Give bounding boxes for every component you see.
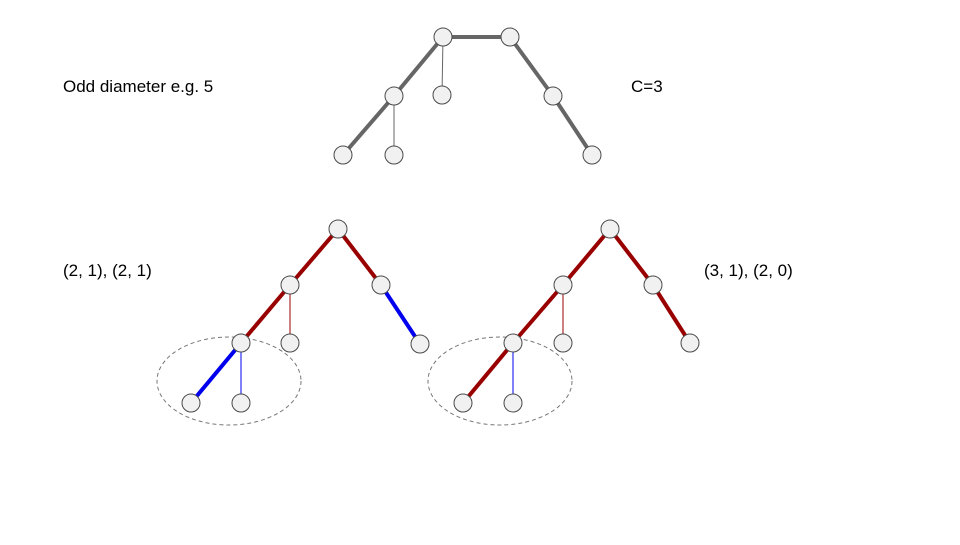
bottom-right-edge-4 bbox=[651, 283, 692, 345]
bottom-left-node-0 bbox=[328, 219, 348, 239]
top-node-7 bbox=[582, 145, 602, 165]
label-left-pairs: (2, 1), (2, 1) bbox=[63, 261, 152, 280]
bottom-right-node-0 bbox=[600, 219, 620, 239]
bottom-left-edge-2 bbox=[239, 283, 292, 345]
bottom-right-edge-1 bbox=[608, 227, 655, 287]
bottom-left-node-2 bbox=[371, 275, 391, 295]
bottom-left-edge-5 bbox=[189, 341, 243, 405]
label-right-pairs: (3, 1), (2, 0) bbox=[704, 261, 793, 280]
bottom-right-subtree-ellipse bbox=[427, 336, 573, 426]
bottom-left-node-1 bbox=[280, 275, 300, 295]
bottom-left-node-5 bbox=[410, 334, 430, 354]
label-c-value: C=3 bbox=[631, 77, 663, 96]
bottom-left-edge-4 bbox=[379, 283, 422, 346]
top-node-0 bbox=[433, 27, 453, 47]
bottom-left-node-6 bbox=[181, 393, 201, 413]
top-node-3 bbox=[432, 85, 452, 105]
top-edge-4 bbox=[341, 94, 396, 157]
bottom-right-node-7 bbox=[503, 393, 523, 413]
top-node-2 bbox=[384, 86, 404, 106]
bottom-left-subtree-ellipse bbox=[156, 336, 302, 426]
bottom-right-node-1 bbox=[553, 275, 573, 295]
bottom-left-node-4 bbox=[280, 333, 300, 353]
top-edge-1 bbox=[392, 35, 445, 98]
bottom-left-edge-1 bbox=[336, 227, 383, 287]
bottom-right-node-2 bbox=[643, 275, 663, 295]
bottom-left-node-3 bbox=[231, 333, 251, 353]
bottom-right-node-5 bbox=[680, 333, 700, 353]
bottom-right-edge-5 bbox=[461, 341, 515, 405]
top-edge-6 bbox=[551, 94, 594, 157]
bottom-right-node-3 bbox=[503, 333, 523, 353]
label-odd-diameter: Odd diameter e.g. 5 bbox=[63, 77, 214, 96]
top-node-6 bbox=[384, 145, 404, 165]
bottom-right-edge-0 bbox=[561, 227, 612, 287]
top-node-1 bbox=[500, 27, 520, 47]
top-node-4 bbox=[543, 86, 563, 106]
bottom-right-edge-2 bbox=[511, 283, 565, 345]
bottom-right-node-4 bbox=[553, 333, 573, 353]
top-edge-3 bbox=[508, 35, 555, 98]
top-edge-2 bbox=[441, 36, 444, 96]
bottom-left-edge-0 bbox=[288, 227, 340, 287]
bottom-right-node-6 bbox=[453, 393, 473, 413]
top-node-5 bbox=[333, 145, 353, 165]
bottom-left-node-7 bbox=[231, 393, 251, 413]
